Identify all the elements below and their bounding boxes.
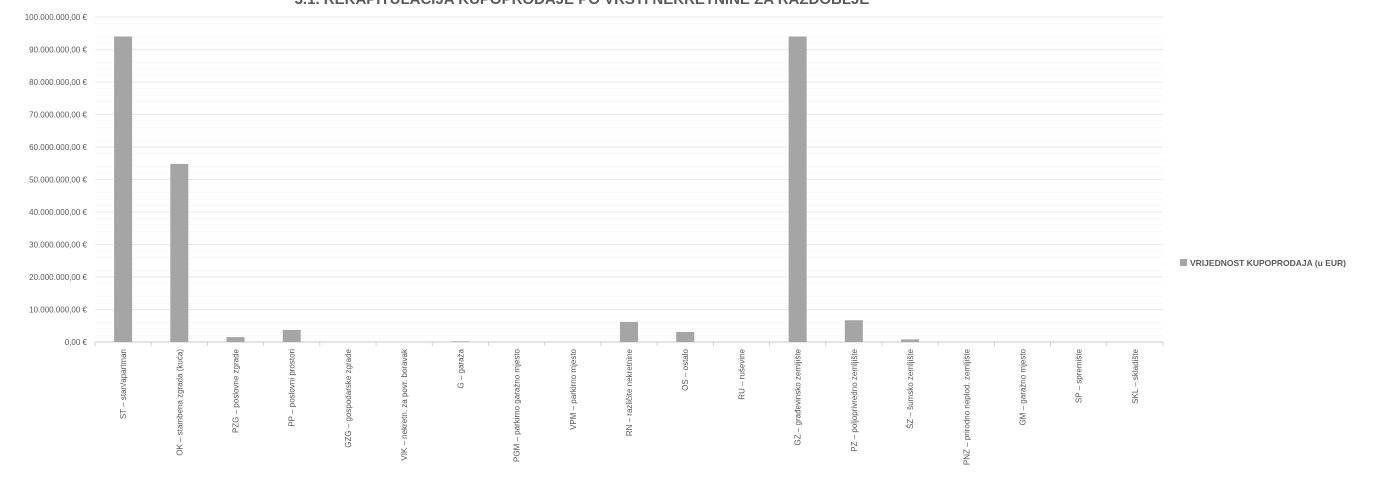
x-tick-label: VIK – nekretn. za povr. boravak: [400, 348, 409, 461]
gridlines: [95, 16, 1163, 343]
x-tick-label: PP – poslovni prostori: [288, 349, 297, 427]
x-tick-label: GZG – gospodarske zgrade: [344, 348, 353, 447]
x-tick-label: PGM – parkirno garažno mjesto: [513, 348, 522, 461]
x-tick-label: ST – stan/apartman: [119, 349, 128, 419]
x-tick-label: PZ – poljoprivredno zemljište: [850, 348, 859, 451]
x-tick-label: PNZ – prirodno neplod. zemljište: [962, 348, 971, 465]
y-tick-label: 30.000.000,00 €: [29, 241, 87, 250]
y-axis-ticks: 0,00 € 10.000.000,00 € 20.000.000,00 € 30.0…: [25, 13, 88, 347]
y-tick-label: 50.000.000,00 €: [29, 176, 87, 185]
x-axis-ticks: ST – stan/apartman OK – stambena zgrada (…: [94, 342, 1164, 465]
bar: [170, 163, 189, 342]
bars: [114, 36, 920, 342]
x-tick-label: G – garaža: [456, 348, 465, 388]
bar: [788, 36, 807, 342]
y-tick-label: 10.000.000,00 €: [29, 306, 87, 315]
y-tick-label: 70.000.000,00 €: [29, 111, 87, 120]
bar: [844, 320, 863, 342]
x-tick-label: PZG – poslovne zgrade: [232, 348, 241, 433]
bar: [114, 36, 133, 342]
legend-swatch: [1180, 259, 1187, 266]
bar: [901, 339, 920, 342]
bar: [282, 329, 301, 342]
x-tick-label: RU – ruševine: [737, 348, 746, 399]
y-tick-label: 0,00 €: [65, 338, 88, 347]
x-tick-label: SP – spremište: [1075, 348, 1084, 403]
x-tick-label: RN – različite nekretnine: [625, 348, 634, 436]
y-tick-label: 60.000.000,00 €: [29, 143, 87, 152]
legend-label: VRIJEDNOST KUPOPRODAJA (u EUR): [1190, 258, 1346, 268]
x-tick-label: SKL – skladište: [1131, 348, 1140, 403]
y-tick-label: 40.000.000,00 €: [29, 208, 87, 217]
x-tick-label: ŠZ – šumsko zemljište: [906, 348, 915, 429]
y-tick-label: 80.000.000,00 €: [29, 78, 87, 87]
x-tick-label: VPM – parkirno mjesto: [569, 348, 578, 429]
bar: [226, 337, 245, 342]
y-tick-label: 90.000.000,00 €: [29, 46, 87, 55]
x-tick-label: GM – garažno mjesto: [1018, 348, 1027, 425]
bar: [676, 331, 695, 342]
chart-title: 3.1. REKAPITULACIJA KUPOPRODAJE PO VRSTI…: [295, 0, 870, 8]
y-tick-label: 20.000.000,00 €: [29, 273, 87, 282]
y-tick-label: 100.000.000,00 €: [25, 13, 88, 22]
legend: VRIJEDNOST KUPOPRODAJA (u EUR): [1180, 258, 1346, 268]
x-tick-label: OS – ostalo: [681, 348, 690, 390]
x-tick-label: OK – stambena zgrada (kuća): [175, 349, 184, 456]
x-tick-label: GZ – građevinsko zemljište: [794, 348, 803, 445]
bar: [620, 321, 638, 342]
bar: [451, 341, 470, 342]
